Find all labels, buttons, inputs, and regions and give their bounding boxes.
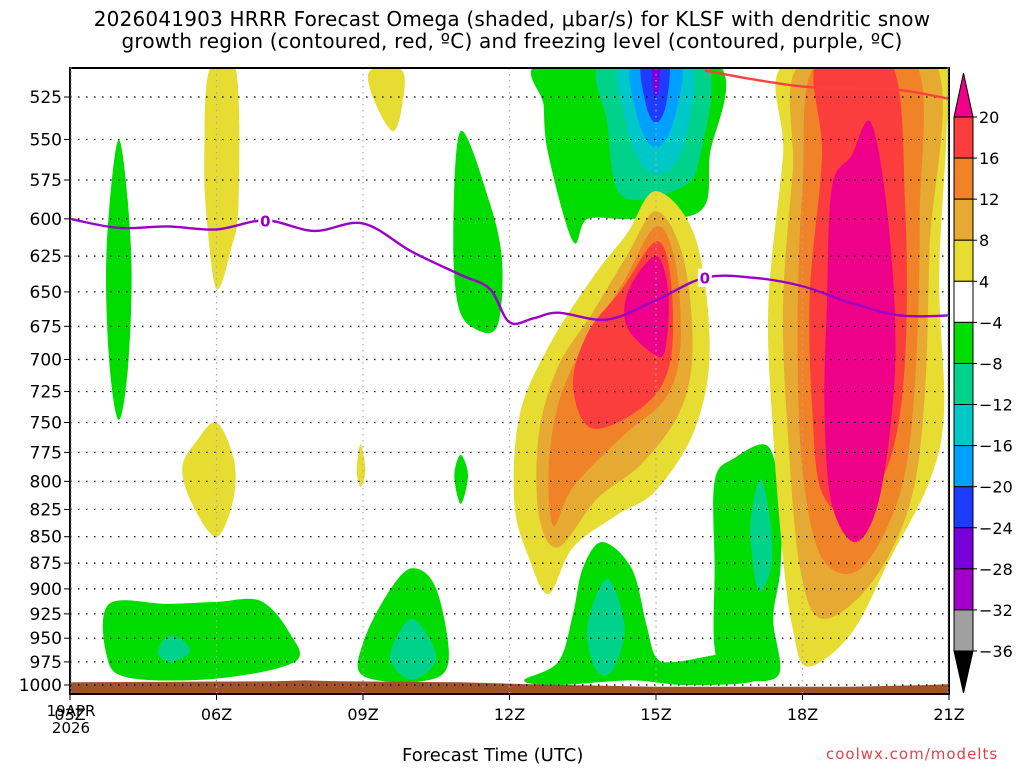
y-tick-label: 725 — [30, 383, 62, 403]
colorbar-bin — [953, 404, 974, 447]
colorbar-label: −24 — [979, 519, 1013, 538]
y-tick-label: 600 — [30, 210, 62, 230]
omega-region-negative — [454, 454, 468, 504]
colorbar-label: 12 — [979, 190, 999, 209]
y-tick-label: 900 — [30, 580, 62, 600]
y-tick-label: 550 — [30, 130, 62, 150]
colorbar-label: −16 — [979, 437, 1013, 456]
x-tick-label: 21Z — [933, 705, 964, 724]
axes: 525 550 575 600 625 650 675 700 725 750 775 800 825 8… — [19, 67, 965, 724]
colorbar-bin — [953, 445, 974, 488]
colorbar-label: −4 — [979, 313, 1003, 332]
colorbar-bin — [953, 280, 974, 323]
x-tick-label: 09Z — [347, 705, 378, 724]
start-date-label: 19APR 2026 — [44, 703, 98, 737]
colorbar: 20 16 12 8 4 −4 −8 −12 −16 −20 −24 −28 −32 −36 — [953, 72, 1013, 694]
y-tick-label: 975 — [30, 653, 62, 673]
omega-region-positive — [182, 422, 236, 537]
omega-shading — [70, 68, 949, 695]
x-tick-label: 15Z — [640, 705, 671, 724]
title-line-1: 2026041903 HRRR Forecast Omega (shaded, … — [93, 7, 931, 31]
omega-region-negative — [453, 130, 503, 334]
colorbar-label: 8 — [979, 231, 989, 250]
colorbar-bin — [953, 198, 974, 241]
omega-region-negative — [651, 68, 661, 96]
contour-label-bg — [697, 268, 712, 287]
dgz-contour-line — [704, 69, 949, 100]
colorbar-label: −36 — [979, 642, 1013, 661]
start-date-day: 19APR — [46, 702, 96, 720]
freezing-level-label: 0 — [260, 212, 270, 230]
omega-region-negative — [524, 542, 760, 686]
y-tick-label: 700 — [30, 351, 62, 371]
y-tick-label: 750 — [30, 413, 62, 433]
colorbar-bin — [953, 239, 974, 282]
colorbar-top-arrow — [953, 72, 974, 118]
colorbar-bin — [953, 609, 974, 652]
x-tick-label: 18Z — [787, 705, 818, 724]
y-tick-label: 925 — [30, 605, 62, 625]
colorbar-bin — [953, 321, 974, 364]
title-line-2: growth region (contoured, red, ºC) and f… — [121, 29, 903, 53]
y-tick-label: 525 — [30, 88, 62, 108]
omega-region-negative — [586, 578, 625, 676]
x-tick-label: 06Z — [201, 705, 232, 724]
omega-region-positive — [204, 68, 240, 290]
freezing-level-label: 0 — [700, 270, 710, 288]
y-tick-label: 825 — [30, 500, 62, 520]
contour-lines: 00 — [70, 69, 949, 326]
y-tick-label: 575 — [30, 171, 62, 191]
y-tick-label: 650 — [30, 283, 62, 303]
y-tick-label: 625 — [30, 247, 62, 267]
omega-region-negative — [102, 598, 301, 681]
y-tick-label: 675 — [30, 317, 62, 337]
colorbar-bottom-arrow — [953, 650, 974, 694]
y-tick-label: 775 — [30, 443, 62, 463]
omega-region-negative — [640, 68, 670, 123]
y-tick-label: 800 — [30, 472, 62, 492]
colorbar-bin — [953, 362, 974, 406]
omega-region-positive — [824, 120, 896, 543]
omega-region-negative — [106, 139, 132, 420]
freezing-level-line — [70, 217, 949, 326]
colorbar-bin — [953, 157, 974, 200]
x-tick-label: 12Z — [494, 705, 525, 724]
colorbar-label: 16 — [979, 149, 999, 168]
terrain-fill — [70, 680, 949, 695]
start-date-year: 2026 — [51, 719, 91, 737]
colorbar-bin — [953, 116, 974, 159]
y-tick-label: 1000 — [19, 676, 62, 696]
x-tick-label: 03Z — [54, 705, 85, 724]
y-tick-label: 950 — [30, 629, 62, 649]
colorbar-bin — [953, 527, 974, 570]
colorbar-bin — [953, 486, 974, 529]
omega-region-negative — [157, 635, 191, 662]
omega-region-negative — [389, 618, 437, 680]
y-tick-label: 875 — [30, 554, 62, 574]
omega-region-positive — [367, 68, 405, 132]
colorbar-label: −20 — [979, 478, 1013, 497]
colorbar-label: 20 — [979, 108, 999, 127]
colorbar-label: −32 — [979, 601, 1013, 620]
contour-label-bg — [258, 211, 273, 230]
colorbar-label: −8 — [979, 354, 1003, 373]
colorbar-bin — [953, 568, 974, 611]
credit-link[interactable]: coolwx.com/modelts — [826, 745, 999, 763]
grid-lines — [70, 68, 949, 694]
omega-region-positive — [624, 256, 669, 358]
chart-title: 2026041903 HRRR Forecast Omega (shaded, … — [0, 8, 1024, 52]
colorbar-label: 4 — [979, 272, 989, 291]
x-axis-label: Forecast Time (UTC) — [402, 745, 584, 766]
y-tick-label: 850 — [30, 528, 62, 548]
colorbar-label: −12 — [979, 396, 1013, 415]
colorbar-label: −28 — [979, 560, 1013, 579]
